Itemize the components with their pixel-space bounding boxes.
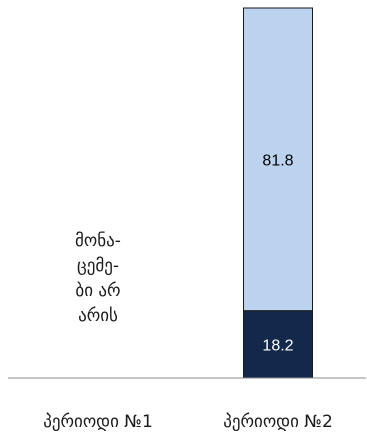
no-data-line-4: არის: [78, 306, 118, 326]
no-data-line-2: ცემე-: [77, 256, 119, 276]
data-label-2-2: 81.8: [262, 152, 293, 169]
bar-2-segment-1: [243, 310, 313, 379]
x-tick-label-2: პერიოდი №2: [223, 412, 333, 432]
bar-2-segment-2: [243, 7, 313, 312]
no-data-line-3: ბი არ: [75, 281, 121, 301]
data-label-2-1: 18.2: [262, 337, 293, 354]
no-data-line-1: მონა-: [75, 231, 121, 251]
no-data-note: მონა- ცემე- ბი არ არის: [58, 229, 138, 329]
x-tick-label-1: პერიოდი №1: [43, 412, 153, 432]
